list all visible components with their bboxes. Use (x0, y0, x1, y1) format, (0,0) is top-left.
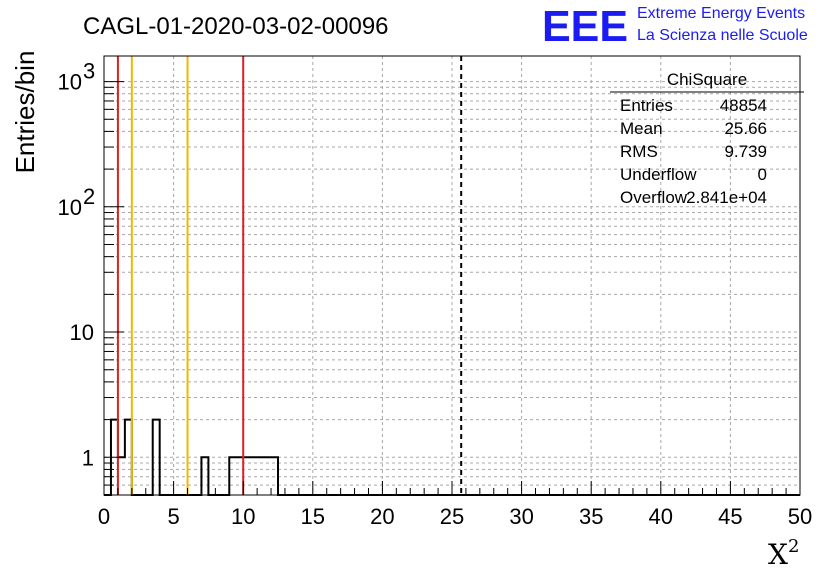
x-tick-label-4: 20 (370, 504, 394, 529)
reference-lines (116, 56, 463, 495)
stats-box: ChiSquare Entries 48854 Mean 25.66 RMS 9… (610, 70, 804, 207)
y-axis-label: Entries/bin (10, 51, 40, 174)
x-axis-label-superscript: 2 (788, 536, 799, 557)
stats-value-overflow: 2.841e+04 (686, 188, 767, 207)
stats-value-rms: 9.739 (724, 142, 767, 161)
stats-value-underflow: 0 (758, 165, 767, 184)
x-tick-label-0: 0 (98, 504, 110, 529)
stats-value-mean: 25.66 (724, 119, 767, 138)
x-tick-label-9: 45 (718, 504, 742, 529)
x-tick-label-8: 40 (649, 504, 673, 529)
stats-label-mean: Mean (620, 119, 663, 138)
x-tick-label-2: 10 (231, 504, 255, 529)
eee-logo-mark: EEE (542, 2, 628, 51)
stats-label-entries: Entries (620, 96, 673, 115)
x-ticks: 0 5 10 15 20 25 30 35 40 45 50 (98, 481, 812, 529)
x-tick-label-5: 25 (440, 504, 464, 529)
x-axis-label: X2 (768, 536, 799, 571)
run-title: CAGL-01-2020-03-02-00096 (83, 13, 389, 40)
y-tick-exponent-2: 2 (83, 184, 95, 209)
stats-label-rms: RMS (620, 142, 658, 161)
stats-title: ChiSquare (667, 70, 747, 89)
y-tick-label-1: 10 (70, 320, 94, 345)
x-tick-label-1: 5 (167, 504, 179, 529)
stats-value-entries: 48854 (720, 96, 767, 115)
y-tick-label-3: 10 (58, 70, 82, 95)
y-tick-label-2: 10 (58, 195, 82, 220)
stats-label-overflow: Overflow (620, 188, 688, 207)
logo-line-2: La Scienza nelle Scuole (637, 27, 808, 44)
x-axis-label-base: X (768, 538, 788, 571)
y-tick-label-0: 1 (82, 445, 94, 470)
x-tick-label-7: 35 (579, 504, 603, 529)
x-tick-label-10: 50 (788, 504, 812, 529)
y-tick-exponent-3: 3 (83, 59, 95, 84)
logo-line-1: Extreme Energy Events (637, 5, 805, 22)
x-tick-label-6: 30 (509, 504, 533, 529)
stats-label-underflow: Underflow (620, 165, 697, 184)
x-tick-label-3: 15 (301, 504, 325, 529)
